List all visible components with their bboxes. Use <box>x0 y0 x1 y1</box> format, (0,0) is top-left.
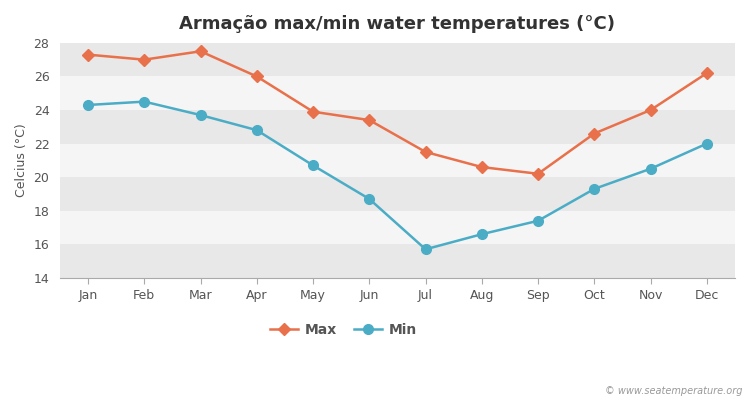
Line: Max: Max <box>84 47 711 178</box>
Max <box>590 131 598 136</box>
Bar <box>60 244 735 278</box>
Max <box>252 74 261 79</box>
Max <box>140 57 148 62</box>
Bar <box>60 211 735 244</box>
Max <box>196 49 205 54</box>
Bar <box>60 76 735 110</box>
Min <box>533 218 542 223</box>
Min <box>140 99 148 104</box>
Max <box>646 108 655 112</box>
Min <box>308 163 317 168</box>
Bar <box>60 110 735 144</box>
Min <box>421 247 430 252</box>
Title: Armação max/min water temperatures (°C): Armação max/min water temperatures (°C) <box>179 15 616 33</box>
Min <box>590 186 598 191</box>
Max <box>83 52 92 57</box>
Min <box>364 196 374 201</box>
Legend: Max, Min: Max, Min <box>265 318 422 343</box>
Max <box>364 118 374 122</box>
Bar <box>60 43 735 76</box>
Y-axis label: Celcius (°C): Celcius (°C) <box>15 124 28 197</box>
Text: © www.seatemperature.org: © www.seatemperature.org <box>605 386 742 396</box>
Max <box>533 171 542 176</box>
Min <box>477 232 486 236</box>
Line: Min: Min <box>83 97 712 254</box>
Max <box>421 150 430 154</box>
Bar <box>60 144 735 177</box>
Max <box>702 71 711 76</box>
Min <box>252 128 261 132</box>
Max <box>477 165 486 170</box>
Min <box>702 141 711 146</box>
Min <box>196 113 205 118</box>
Min <box>646 166 655 171</box>
Max <box>308 109 317 114</box>
Bar <box>60 177 735 211</box>
Min <box>83 102 92 107</box>
